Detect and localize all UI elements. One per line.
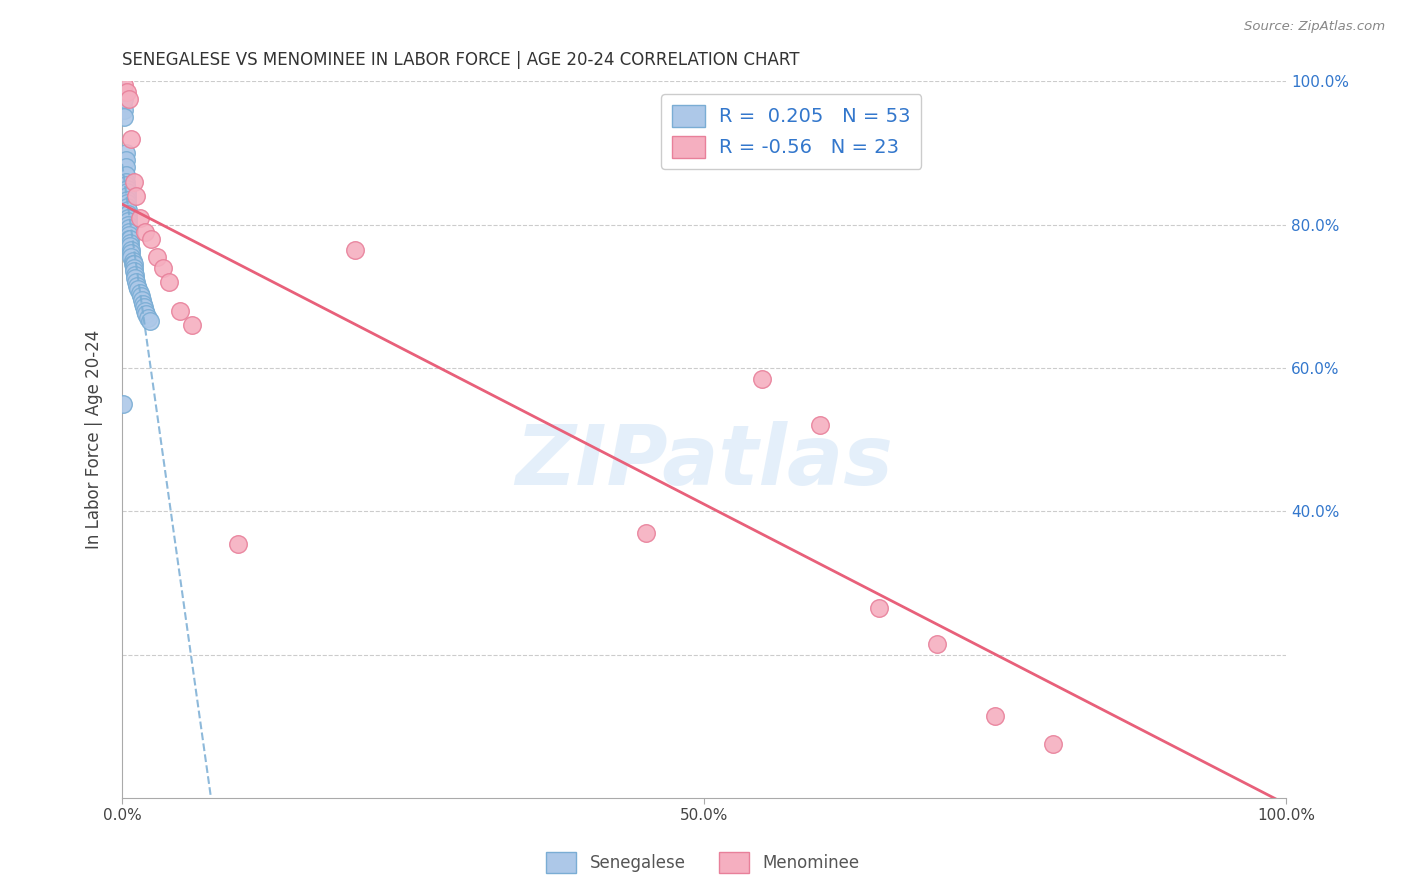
Point [114, 178, 136, 193]
Point [139, 314, 162, 328]
Point [122, 264, 145, 278]
Point [118, 92, 141, 106]
Point [157, 275, 180, 289]
Point [135, 307, 157, 321]
Point [112, 95, 135, 110]
Point [228, 536, 250, 550]
Point [120, 246, 142, 260]
Point [112, 103, 135, 117]
Point [124, 271, 146, 285]
Point [114, 168, 136, 182]
Point [114, 175, 136, 189]
Text: SENEGALESE VS MENOMINEE IN LABOR FORCE | AGE 20-24 CORRELATION CHART: SENEGALESE VS MENOMINEE IN LABOR FORCE |… [122, 51, 800, 69]
Point [112, 110, 135, 124]
Point [146, 250, 169, 264]
Point [134, 225, 156, 239]
Point [122, 175, 145, 189]
Point [112, 78, 135, 92]
Point [129, 289, 152, 303]
Point [120, 232, 142, 246]
Point [136, 310, 159, 325]
Point [125, 275, 148, 289]
Point [122, 260, 145, 275]
Point [134, 300, 156, 314]
Point [343, 243, 366, 257]
Y-axis label: In Labor Force | Age 20-24: In Labor Force | Age 20-24 [86, 330, 103, 549]
Point [115, 196, 138, 211]
Point [152, 260, 174, 275]
Point [808, 418, 831, 433]
Point [925, 637, 948, 651]
Legend: R =  0.205   N = 53, R = -0.56   N = 23: R = 0.205 N = 53, R = -0.56 N = 23 [661, 94, 921, 169]
Point [984, 708, 1007, 723]
Point [134, 303, 156, 318]
Point [868, 601, 890, 615]
Point [115, 200, 138, 214]
Point [128, 285, 150, 300]
Point [112, 92, 135, 106]
Text: Source: ZipAtlas.com: Source: ZipAtlas.com [1244, 20, 1385, 33]
Point [117, 214, 139, 228]
Point [115, 85, 138, 99]
Point [1042, 737, 1064, 751]
Point [112, 85, 135, 99]
Point [128, 211, 150, 225]
Point [114, 153, 136, 168]
Point [124, 268, 146, 282]
Point [132, 296, 155, 310]
Point [117, 211, 139, 225]
Point [112, 85, 135, 99]
Point [125, 189, 148, 203]
Point [127, 282, 149, 296]
Point [120, 239, 142, 253]
Point [112, 397, 135, 411]
Text: ZIPatlas: ZIPatlas [515, 421, 893, 501]
Point [121, 253, 143, 268]
Point [114, 161, 136, 175]
Point [115, 193, 138, 207]
Point [122, 257, 145, 271]
Point [169, 303, 191, 318]
Point [120, 235, 142, 250]
Point [121, 257, 143, 271]
Point [117, 203, 139, 218]
Point [115, 186, 138, 200]
Point [131, 293, 153, 307]
Point [120, 250, 142, 264]
Point [141, 232, 163, 246]
Point [120, 243, 142, 257]
Point [115, 189, 138, 203]
Point [117, 207, 139, 221]
Point [115, 182, 138, 196]
Point [127, 278, 149, 293]
Point [117, 218, 139, 232]
Point [118, 225, 141, 239]
Point [118, 221, 141, 235]
Point [180, 318, 202, 332]
Legend: Senegalese, Menominee: Senegalese, Menominee [540, 846, 866, 880]
Point [634, 525, 657, 540]
Point [118, 228, 141, 243]
Point [751, 372, 773, 386]
Point [120, 131, 142, 145]
Point [114, 146, 136, 161]
Point [118, 232, 141, 246]
